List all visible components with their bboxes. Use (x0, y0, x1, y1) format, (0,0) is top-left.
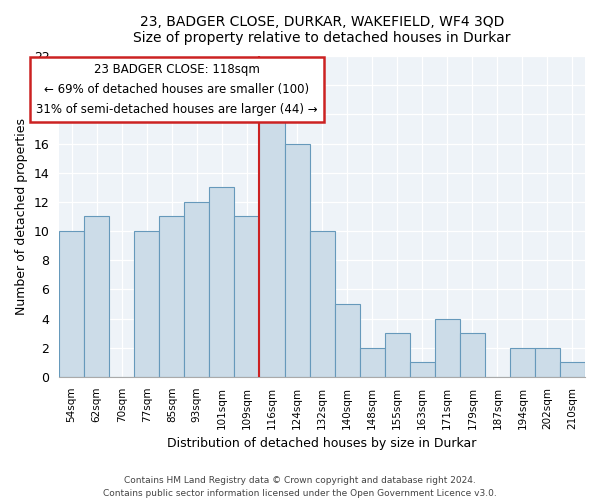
Bar (284, 144, 310, 377)
Bar (259, 114, 284, 377)
Title: 23, BADGER CLOSE, DURKAR, WAKEFIELD, WF4 3QD
Size of property relative to detach: 23, BADGER CLOSE, DURKAR, WAKEFIELD, WF4… (133, 15, 511, 45)
Bar (560, 362, 585, 377)
Bar (84, 216, 109, 377)
Bar (510, 348, 535, 377)
Bar (184, 202, 209, 377)
Bar (209, 188, 235, 377)
Bar (160, 216, 184, 377)
Y-axis label: Number of detached properties: Number of detached properties (15, 118, 28, 315)
Bar (460, 333, 485, 377)
X-axis label: Distribution of detached houses by size in Durkar: Distribution of detached houses by size … (167, 437, 477, 450)
Bar (435, 318, 460, 377)
Bar (385, 333, 410, 377)
Text: Contains HM Land Registry data © Crown copyright and database right 2024.
Contai: Contains HM Land Registry data © Crown c… (103, 476, 497, 498)
Bar (359, 348, 385, 377)
Bar (535, 348, 560, 377)
Bar (310, 231, 335, 377)
Text: 23 BADGER CLOSE: 118sqm
← 69% of detached houses are smaller (100)
31% of semi-d: 23 BADGER CLOSE: 118sqm ← 69% of detache… (36, 64, 317, 116)
Bar (235, 216, 259, 377)
Bar (59, 231, 84, 377)
Bar (335, 304, 359, 377)
Bar (134, 231, 160, 377)
Bar (410, 362, 435, 377)
